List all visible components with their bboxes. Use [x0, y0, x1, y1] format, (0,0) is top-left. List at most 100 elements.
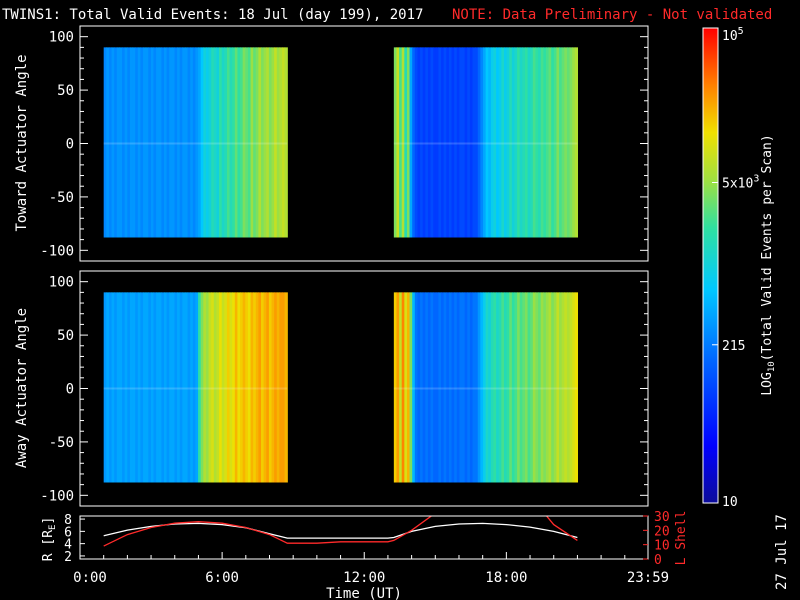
r-tick-label: 6 [64, 525, 72, 540]
heatmap-column [200, 47, 204, 238]
heatmap-column [213, 47, 218, 238]
heatmap-column [143, 47, 147, 238]
heatmap-column [198, 47, 202, 238]
heatmap-column [438, 292, 442, 483]
heatmap-column [472, 292, 476, 483]
heatmap-column [530, 292, 534, 483]
heatmap-column [137, 292, 141, 483]
heatmap-column [171, 292, 176, 483]
heatmap-column [229, 47, 233, 238]
heatmap-column [545, 292, 550, 483]
heatmap-column [511, 47, 516, 238]
heatmap-column [409, 47, 413, 238]
heatmap-column [454, 292, 458, 483]
heatmap-column [540, 47, 544, 238]
heatmap-column [192, 47, 197, 238]
heatmap-column [488, 292, 492, 483]
heatmap-column [219, 292, 223, 483]
heatmap-column [282, 47, 286, 238]
heatmap-column [574, 292, 579, 483]
heatmap-column [240, 292, 244, 483]
heatmap-column [511, 292, 516, 483]
heatmap-column [116, 292, 121, 483]
heatmap-column [276, 292, 280, 483]
heatmap-column [106, 47, 110, 238]
r-tick-label: 2 [64, 550, 72, 565]
heatmap-column [198, 292, 202, 483]
heatmap-column [522, 47, 526, 238]
heatmap-column [459, 47, 463, 238]
heatmap-column [158, 292, 162, 483]
heatmap-column [129, 47, 134, 238]
l-shell-trace [545, 516, 578, 541]
heatmap-column [242, 47, 246, 238]
heatmap-column [250, 292, 254, 483]
heatmap-column [441, 47, 445, 238]
heatmap-column [514, 292, 518, 483]
heatmap-column [258, 47, 262, 238]
colorbar-label: LOG10(Total Valid Events per Scan) [760, 134, 777, 395]
heatmap-column [208, 292, 212, 483]
heatmap-column [171, 47, 176, 238]
heatmap-column [174, 47, 178, 238]
heatmap-column [517, 292, 521, 483]
heatmap-column [483, 292, 487, 483]
heatmap-column [137, 47, 141, 238]
heatmap-column [224, 292, 228, 483]
heatmap-column [538, 292, 542, 483]
heatmap-column [205, 47, 210, 238]
heatmap-column [422, 292, 426, 483]
heatmap-column [527, 292, 531, 483]
heatmap-column [274, 47, 278, 238]
heatmap-column [114, 292, 118, 483]
colorbar-tick-label: 215 [722, 339, 745, 354]
heatmap-column [561, 292, 565, 483]
heatmap-column [438, 47, 442, 238]
heatmap-column [399, 292, 403, 483]
heatmap-column [169, 47, 173, 238]
heatmap-column [119, 292, 123, 483]
y-tick-label: 50 [57, 328, 74, 344]
heatmap-column [535, 47, 539, 238]
heatmap-column [177, 292, 181, 483]
heatmap-column [135, 47, 139, 238]
heatmap-column [164, 292, 168, 483]
heatmap-column [195, 47, 199, 238]
heatmap-column [127, 292, 131, 483]
heatmap-column [435, 47, 440, 238]
heatmap-column [226, 47, 231, 238]
heatmap-column [493, 292, 497, 483]
heatmap-column [166, 47, 170, 238]
heatmap-column [203, 292, 207, 483]
heatmap-column [551, 47, 555, 238]
heatmap-column [540, 292, 544, 483]
heatmap-column [566, 47, 571, 238]
heatmap-column [396, 47, 400, 238]
heatmap-column [448, 47, 453, 238]
heatmap-column [393, 292, 398, 483]
heatmap-column [496, 47, 500, 238]
l-shell-trace [103, 516, 433, 547]
heatmap-column [490, 292, 495, 483]
heatmap-column [127, 47, 131, 238]
heatmap-column [153, 47, 157, 238]
heatmap-column [483, 47, 487, 238]
heatmap-column [245, 292, 249, 483]
heatmap-column [161, 292, 165, 483]
y-axis-label-away: Away Actuator Angle [14, 308, 30, 468]
heatmap-column [268, 292, 273, 483]
heatmap-column [226, 292, 231, 483]
y-tick-label: -100 [40, 243, 74, 259]
heatmap-column [532, 47, 537, 238]
heatmap-column [467, 47, 471, 238]
heatmap-column [266, 47, 270, 238]
heatmap-column [106, 292, 110, 483]
heatmap-column [480, 292, 484, 483]
heatmap-column [414, 47, 419, 238]
heatmap-column [164, 47, 168, 238]
heatmap-column [517, 47, 521, 238]
heatmap-column [182, 292, 186, 483]
y-tick-label: 100 [49, 275, 74, 291]
heatmap-column [103, 292, 107, 483]
